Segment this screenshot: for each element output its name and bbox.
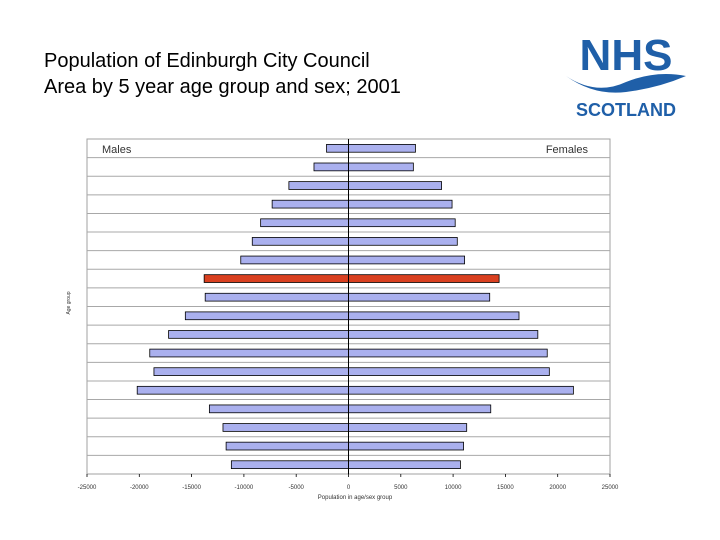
legend-females-label: Females: [546, 144, 589, 156]
bar-males-15: [222, 423, 349, 432]
bar-females-10: [348, 330, 539, 339]
logo-wave-icon: [566, 74, 686, 93]
bar-males-16: [225, 441, 349, 451]
x-tick-label: -20000: [130, 485, 149, 491]
x-tick-label: 5000: [394, 485, 408, 491]
bar-females-8: [348, 292, 491, 302]
x-tick-label: 0: [347, 485, 351, 491]
bar-females-6: [348, 255, 466, 265]
x-tick-label: 10000: [445, 485, 462, 491]
bar-females-11: [348, 348, 548, 358]
bar-females-16: [348, 441, 464, 451]
bar-females-7: [348, 274, 500, 283]
x-tick-label: -5000: [289, 485, 305, 491]
x-tick-label: 15000: [497, 485, 514, 491]
bar-males-1: [313, 162, 349, 172]
x-tick-label: -15000: [182, 485, 201, 491]
nhs-scotland-logo: NHS SCOTLAND: [566, 31, 686, 120]
bar-males-4: [260, 218, 349, 228]
x-tick-label: 20000: [549, 485, 566, 491]
bar-females-5: [348, 237, 458, 246]
bar-females-9: [348, 311, 520, 321]
bar-females-14: [348, 404, 492, 414]
bar-males-2: [288, 181, 349, 190]
bar-males-8: [204, 292, 349, 302]
x-tick-labels: -25000 -20000 -15000 -10000 -5000 0 5000 10000 1…: [78, 474, 619, 491]
bar-males-7: [203, 274, 349, 283]
bar-females-13: [348, 385, 574, 395]
bar-males-3: [271, 199, 349, 209]
x-tick-label: -10000: [235, 485, 254, 491]
bar-males-12: [153, 367, 349, 376]
x-axis-label: Population in age/sex group: [318, 495, 393, 501]
logo-scotland-text: SCOTLAND: [576, 100, 676, 120]
bar-males-11: [149, 348, 349, 358]
bar-females-0: [348, 143, 416, 153]
bar-females-17: [348, 460, 461, 470]
bar-males-13: [136, 385, 349, 395]
bar-females-4: [348, 218, 456, 228]
bar-males-17: [230, 460, 349, 470]
title-line-1: Population of Edinburgh City Council: [44, 50, 370, 72]
bar-males-0: [326, 143, 349, 153]
legend-males-label: Males: [102, 144, 132, 156]
page-title: Population of Edinburgh City Council Are…: [44, 48, 524, 100]
x-tick-label: 25000: [602, 485, 619, 491]
bars: [136, 143, 574, 470]
bar-females-2: [348, 181, 442, 190]
bar-females-15: [348, 423, 468, 432]
logo-nhs-text: NHS: [580, 31, 673, 80]
bar-males-9: [184, 311, 349, 321]
bar-males-10: [168, 330, 349, 339]
y-axis-label: Age group: [66, 291, 72, 314]
bar-males-6: [240, 255, 349, 265]
bar-males-5: [251, 237, 349, 246]
title-line-2: Area by 5 year age group and sex; 2001: [44, 76, 401, 98]
bar-males-14: [208, 404, 349, 414]
bar-females-12: [348, 367, 550, 376]
x-tick-label: -25000: [78, 485, 97, 491]
bar-females-1: [348, 162, 414, 172]
bar-females-3: [348, 199, 453, 209]
